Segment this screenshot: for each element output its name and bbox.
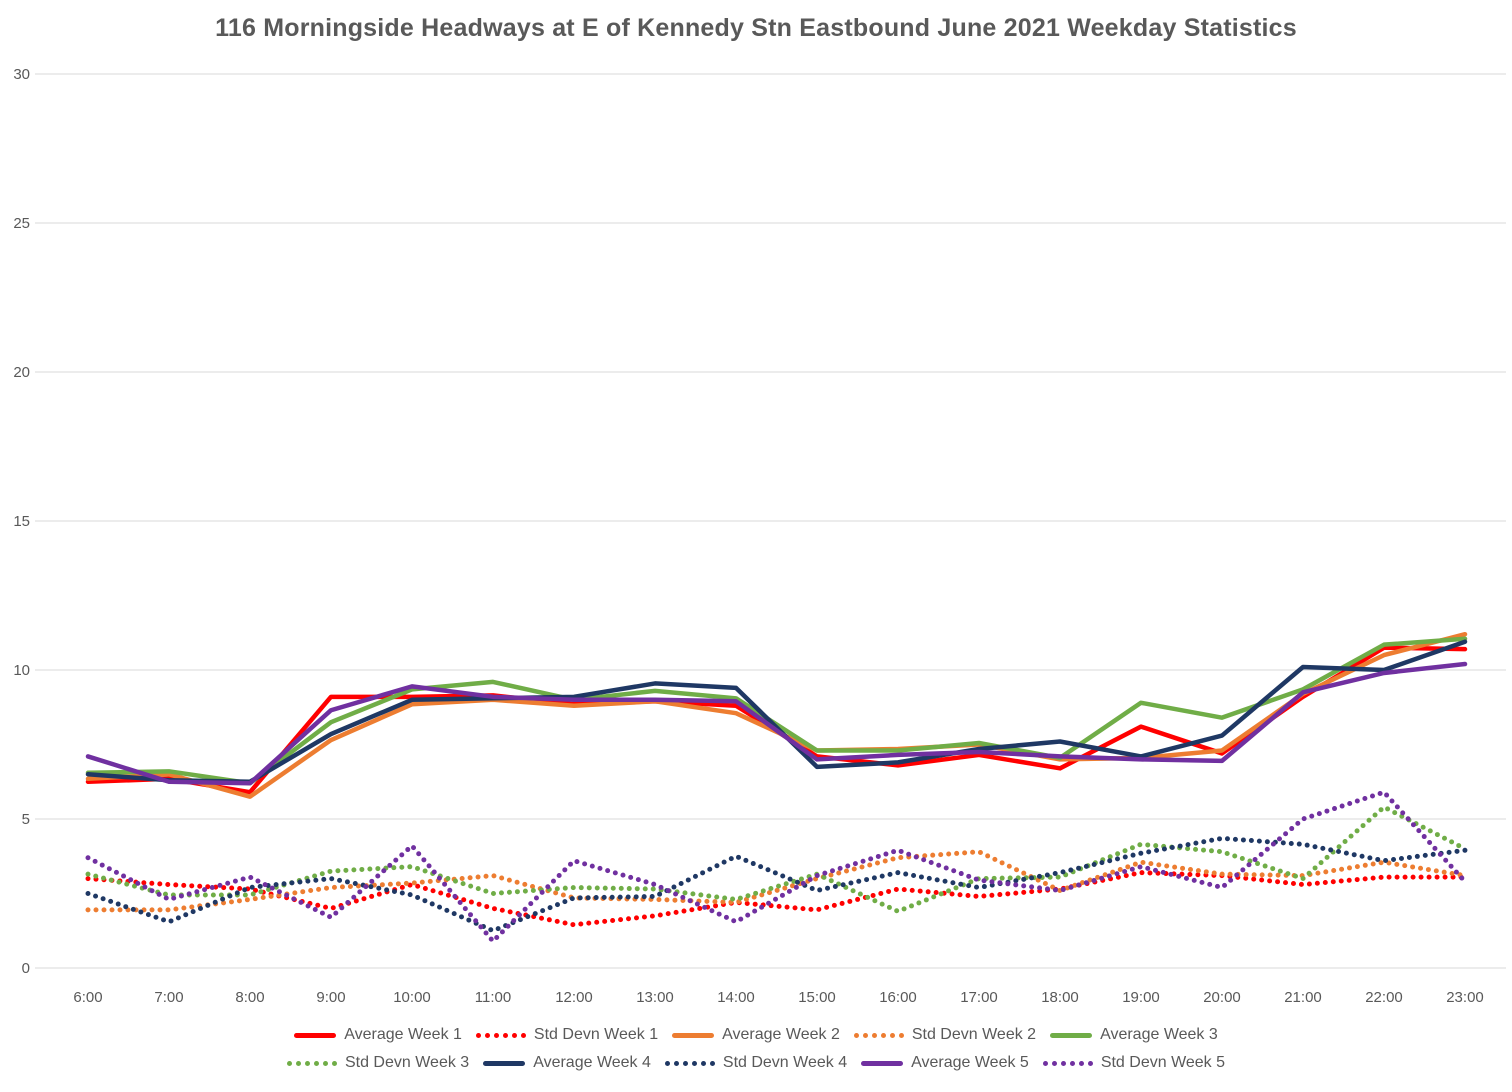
- legend-item-average-week-4: Average Week 4: [483, 1054, 651, 1072]
- series-std-devn-week-4: [85, 835, 1468, 934]
- y-tick-label: 5: [22, 811, 30, 828]
- series-average-week-2: [85, 631, 1468, 799]
- legend-label-average-week-1: Average Week 1: [344, 1026, 462, 1043]
- legend-item-average-week-5: Average Week 5: [861, 1054, 1029, 1072]
- x-tick-label: 9:00: [316, 989, 345, 1006]
- legend-label-average-week-3: Average Week 3: [1100, 1026, 1218, 1043]
- series-std-devn-week-5: [85, 789, 1468, 944]
- legend-marker-std-devn-week-4: [664, 1060, 715, 1066]
- legend-marker-average-week-1: [294, 1032, 337, 1038]
- legend-marker-std-devn-week-1: [475, 1032, 526, 1038]
- chart-title: 116 Morningside Headways at E of Kennedy…: [215, 14, 1297, 42]
- legend-marker-std-devn-week-5: [1042, 1060, 1093, 1066]
- x-tick-label: 18:00: [1041, 989, 1079, 1006]
- legend-item-std-devn-week-5: Std Devn Week 5: [1042, 1054, 1226, 1072]
- x-tick-label: 14:00: [717, 989, 755, 1006]
- x-tick-label: 17:00: [960, 989, 998, 1006]
- chart-legend: Average Week 1 Std Devn Week 1 Average Wee…: [0, 1026, 1512, 1072]
- series-average-week-1: [85, 645, 1468, 795]
- legend-label-std-devn-week-4: Std Devn Week 4: [722, 1054, 848, 1071]
- legend-label-std-devn-week-2: Std Devn Week 2: [911, 1026, 1037, 1043]
- legend-marker-std-devn-week-3: [286, 1060, 337, 1066]
- legend-label-std-devn-week-5: Std Devn Week 5: [1100, 1054, 1226, 1071]
- legend-marker-average-week-2: [672, 1032, 715, 1038]
- legend-item-std-devn-week-2: Std Devn Week 2: [853, 1026, 1037, 1044]
- chart-plot-area: 0 5 10 15 20 25 30 6:00 7:00 8:00 9:00 10:00 11:00 12…: [13, 66, 1506, 1006]
- y-tick-label: 30: [13, 66, 30, 83]
- legend-item-average-week-1: Average Week 1: [294, 1026, 462, 1044]
- x-tick-label: 16:00: [879, 989, 917, 1006]
- x-tick-label: 22:00: [1365, 989, 1403, 1006]
- legend-item-std-devn-week-1: Std Devn Week 1: [475, 1026, 659, 1044]
- legend-item-std-devn-week-4: Std Devn Week 4: [664, 1054, 848, 1072]
- legend-item-average-week-3: Average Week 3: [1050, 1026, 1218, 1044]
- legend-marker-average-week-4: [483, 1060, 526, 1066]
- x-tick-label: 23:00: [1446, 989, 1484, 1006]
- legend-row-2: Std Devn Week 3 Average Week 4 Std Devn We…: [286, 1054, 1226, 1072]
- x-tick-label: 7:00: [154, 989, 183, 1006]
- y-tick-label: 0: [22, 960, 30, 977]
- x-tick-label: 21:00: [1284, 989, 1322, 1006]
- x-tick-label: 13:00: [636, 989, 674, 1006]
- x-tick-label: 10:00: [393, 989, 431, 1006]
- x-tick-label: 19:00: [1122, 989, 1160, 1006]
- y-tick-label: 10: [13, 662, 30, 679]
- legend-item-std-devn-week-3: Std Devn Week 3: [286, 1054, 470, 1072]
- legend-label-average-week-2: Average Week 2: [722, 1026, 840, 1043]
- series-average-week-5: [85, 661, 1468, 786]
- legend-marker-average-week-5: [861, 1060, 904, 1066]
- y-tick-label: 20: [13, 364, 30, 381]
- legend-label-average-week-5: Average Week 5: [911, 1054, 1029, 1071]
- x-tick-label: 8:00: [235, 989, 264, 1006]
- series-std-devn-week-3: [85, 804, 1468, 914]
- series-std-devn-week-2: [85, 849, 1468, 913]
- legend-row-1: Average Week 1 Std Devn Week 1 Average Wee…: [294, 1026, 1218, 1044]
- series-average-week-3: [85, 636, 1468, 786]
- legend-label-average-week-4: Average Week 4: [533, 1054, 651, 1071]
- x-tick-label: 20:00: [1203, 989, 1241, 1006]
- legend-label-std-devn-week-3: Std Devn Week 3: [344, 1054, 470, 1071]
- gridlines: [35, 73, 1506, 969]
- x-tick-label: 12:00: [555, 989, 593, 1006]
- x-tick-label: 11:00: [475, 989, 511, 1006]
- legend-marker-average-week-3: [1050, 1032, 1093, 1038]
- legend-item-average-week-2: Average Week 2: [672, 1026, 840, 1044]
- y-axis-labels: 0 5 10 15 20 25 30: [13, 66, 30, 977]
- series-average-week-4: [85, 639, 1468, 784]
- legend-marker-std-devn-week-2: [853, 1032, 904, 1038]
- legend-label-std-devn-week-1: Std Devn Week 1: [533, 1026, 659, 1043]
- x-tick-label: 15:00: [798, 989, 836, 1006]
- y-tick-label: 15: [13, 513, 30, 530]
- x-tick-label: 6:00: [73, 989, 102, 1006]
- x-axis-labels: 6:00 7:00 8:00 9:00 10:00 11:00 12:00 13:00 14:0…: [73, 989, 1483, 1006]
- y-tick-label: 25: [13, 215, 30, 232]
